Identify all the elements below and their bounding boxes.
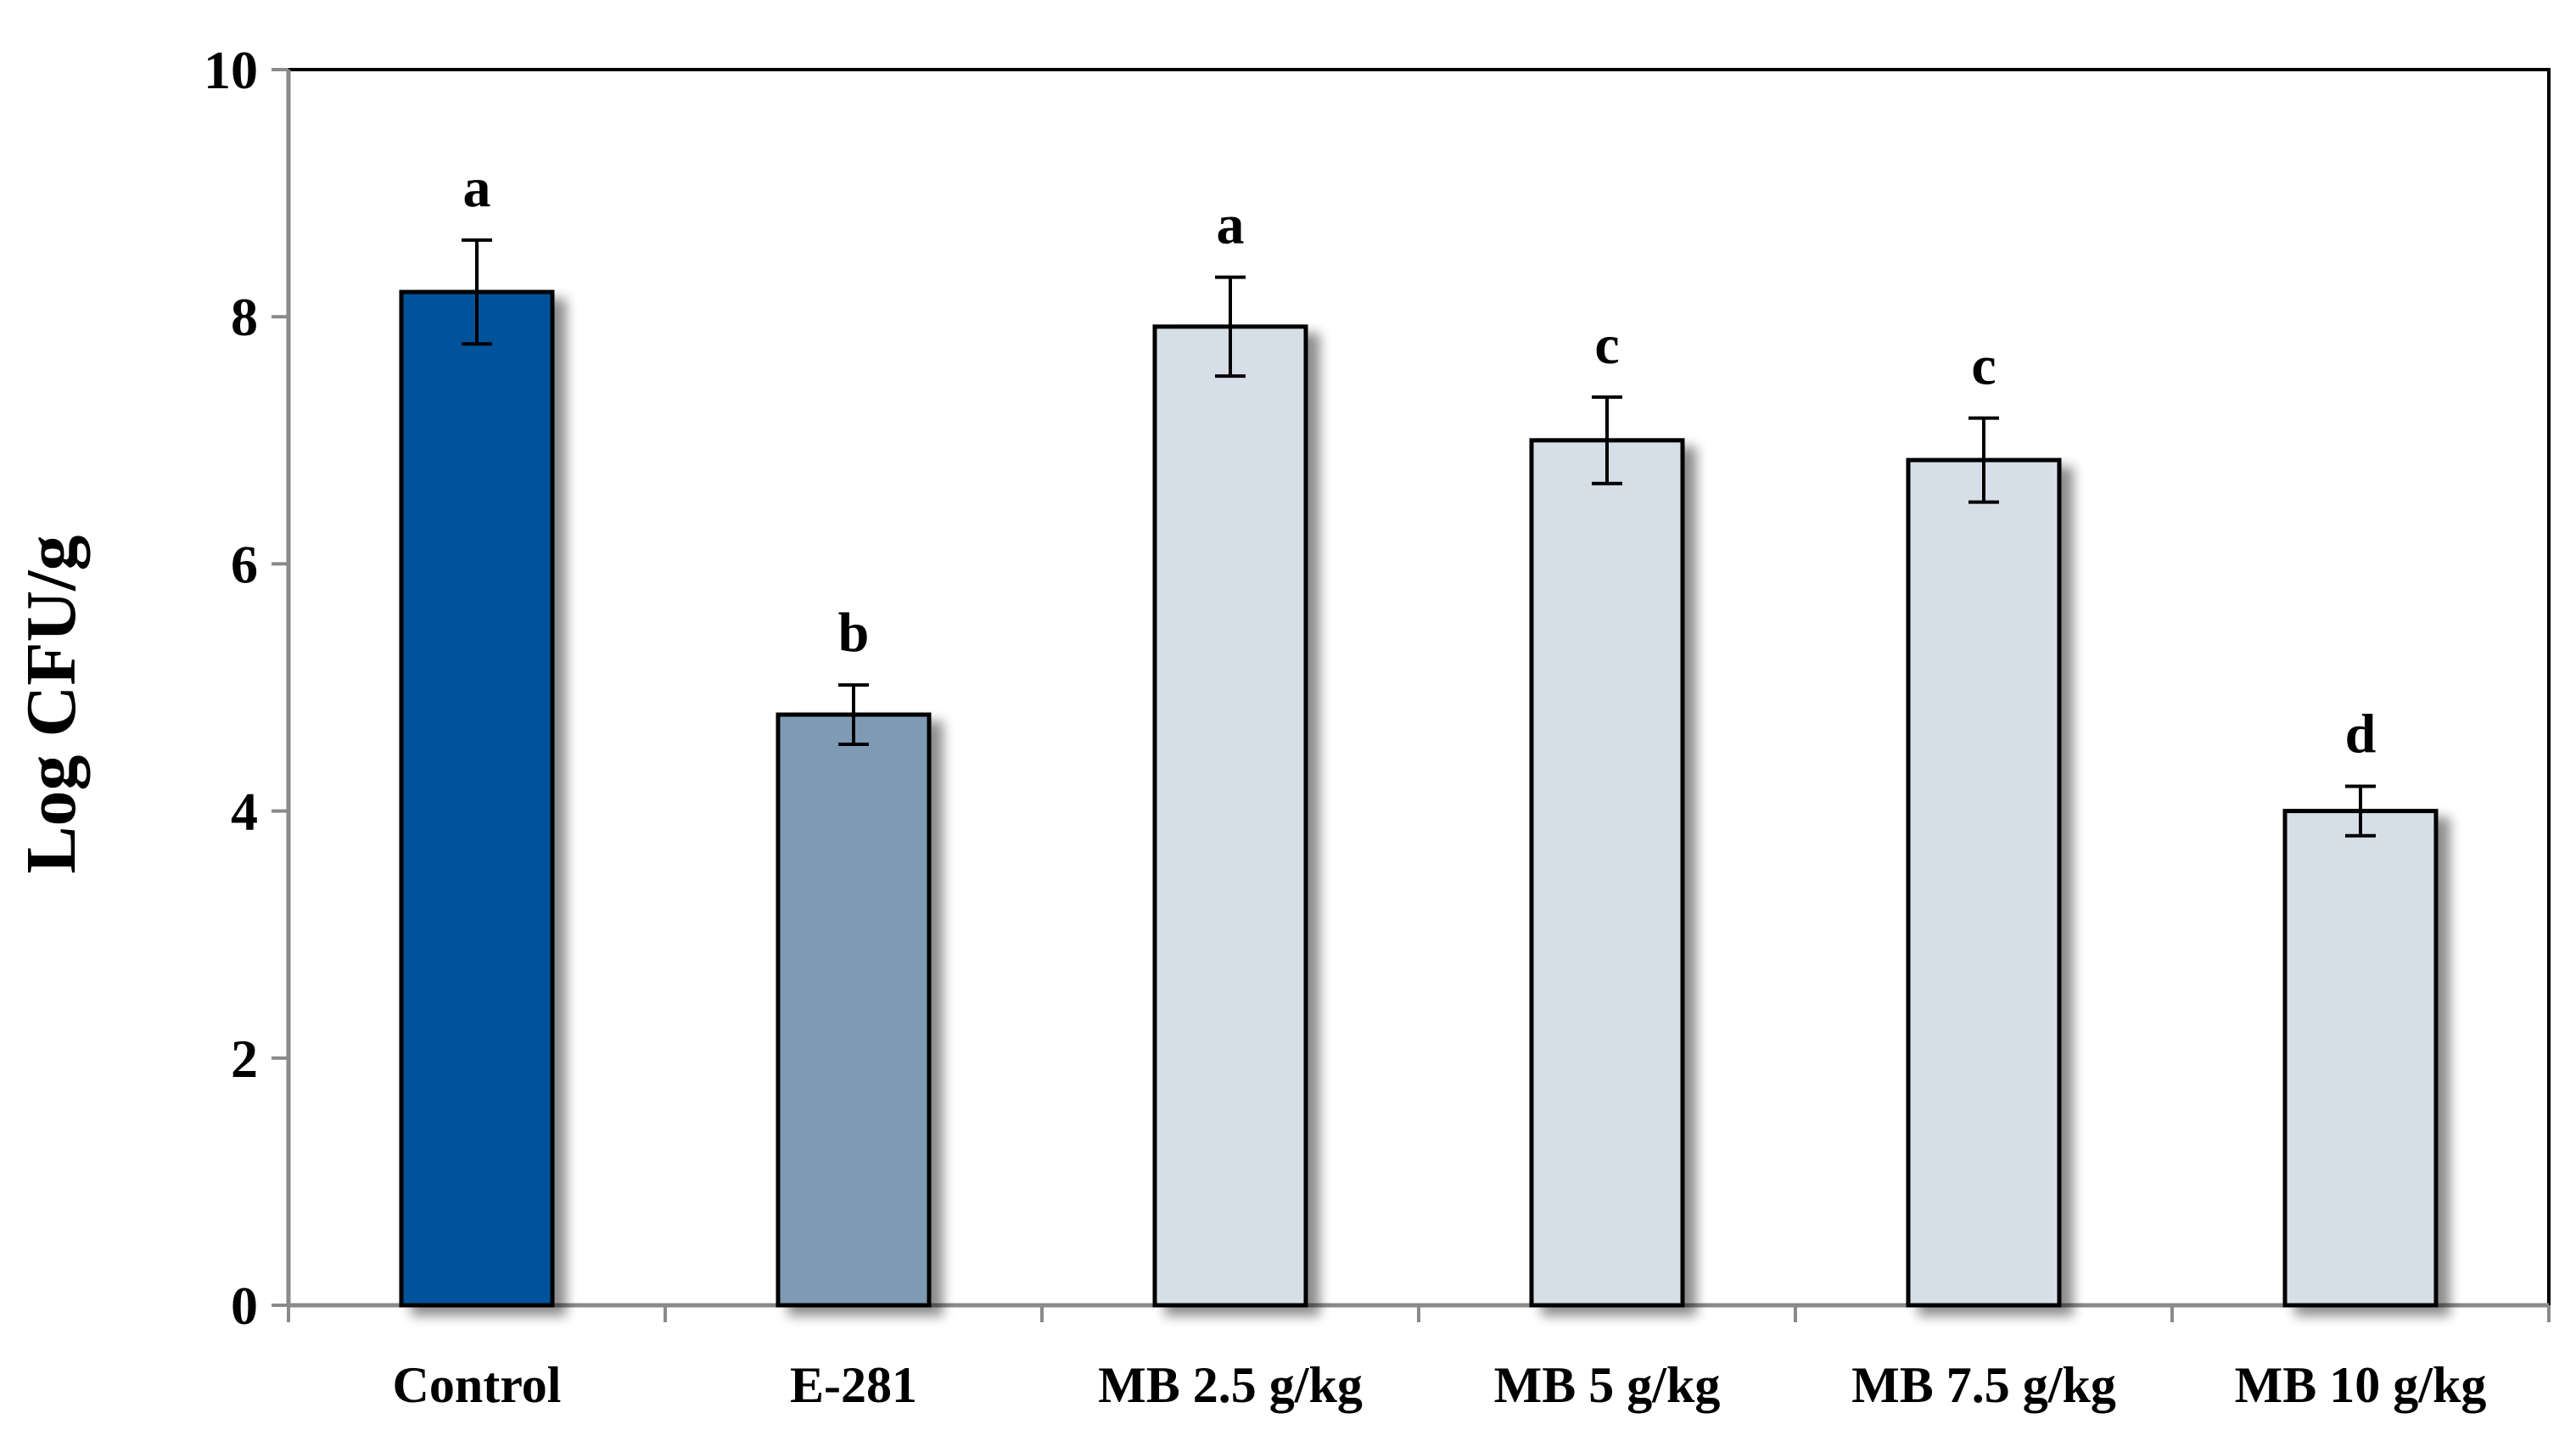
bar-mb-7-5-g-kg — [1906, 457, 2062, 1308]
bar-e-281 — [776, 712, 932, 1308]
x-tick-label: MB 7.5 g/kg — [1851, 1357, 2116, 1413]
labels: a Control b E-281 a MB 2.5 g/kg c MB 5 g/kg c MB … — [393, 157, 2487, 1413]
bar-control — [399, 289, 555, 1308]
y-axis-label: Log CFU/g — [12, 536, 91, 874]
y-tick-label: 8 — [231, 287, 258, 347]
y-tick-label: 2 — [231, 1029, 258, 1089]
significance-label: b — [838, 602, 870, 664]
significance-label: a — [1217, 194, 1245, 256]
plot-area: 0 2 4 6 8 10 — [204, 40, 2551, 1336]
x-tick-label: MB 10 g/kg — [2235, 1357, 2487, 1413]
bar-mb-5-g-kg — [1529, 438, 1685, 1308]
x-tick-label: MB 2.5 g/kg — [1098, 1357, 1363, 1413]
significance-label: c — [1594, 314, 1619, 376]
bar-mb-2-5-g-kg — [1152, 324, 1308, 1308]
y-tick-label: 6 — [231, 534, 258, 594]
y-tick-label: 10 — [204, 40, 258, 100]
x-tick-label: MB 5 g/kg — [1494, 1357, 1721, 1413]
bar-mb-10-g-kg — [2282, 809, 2439, 1308]
y-tick-label: 0 — [231, 1276, 258, 1336]
significance-label: d — [2345, 703, 2377, 765]
significance-label: c — [1971, 335, 1996, 397]
bars — [399, 289, 2439, 1308]
error-bars — [462, 238, 2376, 838]
x-tick-label: Control — [393, 1357, 562, 1413]
plot-border — [287, 68, 2551, 1307]
x-tick-label: E-281 — [790, 1357, 917, 1413]
significance-label: a — [463, 157, 491, 219]
y-tick-label: 4 — [231, 782, 258, 842]
